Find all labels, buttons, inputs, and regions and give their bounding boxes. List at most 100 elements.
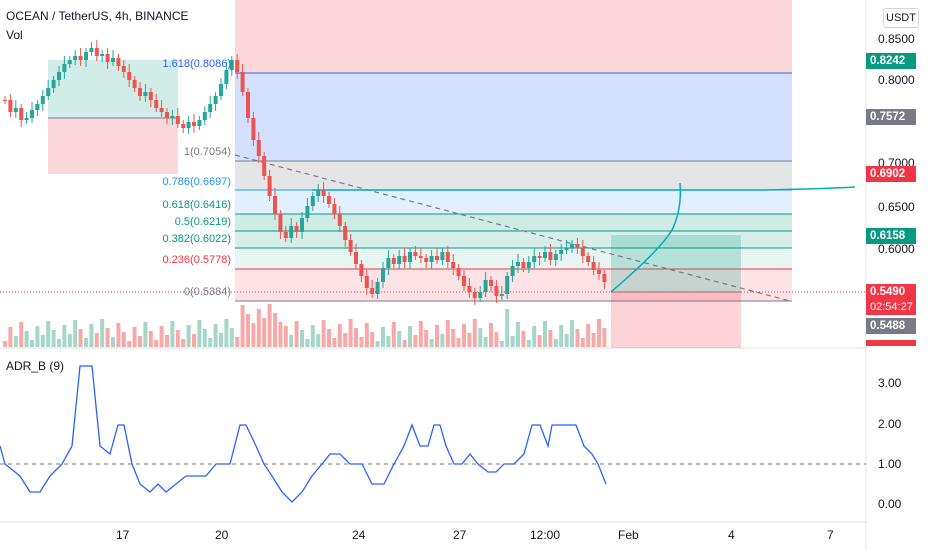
time-tick: 17: [116, 528, 130, 542]
candle-body: [229, 60, 234, 70]
time-tick: 7: [827, 528, 834, 542]
volume-bar: [359, 337, 364, 347]
volume-bar: [402, 340, 407, 347]
volume-bar: [575, 329, 580, 347]
volume-bar: [532, 326, 537, 347]
volume-bar: [494, 332, 499, 347]
volume-bar: [224, 319, 229, 347]
position-profit-zone-left[interactable]: [48, 60, 178, 118]
candle-body: [327, 196, 331, 204]
candle-body: [370, 288, 375, 294]
volume-bar: [381, 327, 385, 347]
volume-bar: [537, 335, 542, 347]
volume-bar: [472, 319, 477, 347]
indicator-tick: 3.00: [878, 376, 902, 390]
candle-body: [246, 92, 250, 118]
volume-bar: [294, 321, 299, 347]
candle-body: [208, 104, 213, 112]
candle-body: [219, 84, 223, 96]
candle-body: [310, 196, 315, 206]
candle-body: [138, 88, 142, 96]
volume-bar: [51, 330, 56, 347]
candle-body: [483, 280, 488, 292]
fib-zone-1618-1[interactable]: [235, 73, 792, 161]
candle-body: [305, 206, 310, 218]
price-badge-mid: 0.7572: [866, 109, 916, 125]
volume-bar: [240, 305, 245, 347]
position-loss-zone-right[interactable]: [611, 292, 741, 348]
symbol-title[interactable]: OCEAN / TetherUS, 4h, BINANCE: [6, 9, 189, 23]
candle-body: [375, 282, 380, 294]
candle-body: [267, 176, 272, 196]
volume-bar: [100, 319, 105, 347]
position-profit-zone-right[interactable]: [611, 235, 741, 292]
candle-body: [30, 110, 34, 118]
volume-bar: [424, 330, 429, 347]
volume-bar: [13, 336, 18, 347]
volume-bar: [148, 331, 153, 347]
fib-zone-1-0786[interactable]: [235, 161, 792, 190]
projection-curve[interactable]: [610, 182, 682, 293]
volume-bar: [570, 320, 574, 347]
volume-bar: [46, 321, 51, 347]
time-tick: Feb: [618, 528, 639, 542]
candle-body: [181, 124, 186, 128]
trend-line[interactable]: [234, 154, 791, 302]
volume-label[interactable]: Vol: [6, 28, 23, 42]
indicator-tick: 0.00: [878, 497, 902, 511]
fib-zone-05-0382[interactable]: [235, 231, 792, 248]
volume-bar: [121, 332, 126, 347]
volume-bar: [8, 327, 13, 347]
candle-body: [19, 108, 24, 120]
volume-bar: [143, 322, 148, 347]
candle-body: [532, 256, 537, 262]
indicator-tick: 1.00: [878, 457, 902, 471]
candle-body: [278, 214, 283, 232]
candle-body: [424, 258, 429, 262]
fib-zone-0618-05[interactable]: [235, 214, 792, 231]
volume-bar: [521, 331, 526, 347]
volume-bar: [165, 335, 169, 347]
candle-body: [213, 96, 218, 104]
volume-bar: [273, 313, 277, 347]
candle-body: [580, 248, 585, 256]
candle-body: [570, 244, 574, 248]
candle-body: [472, 292, 477, 298]
volume-bar: [278, 322, 283, 347]
candle-body: [186, 122, 191, 128]
volume-bar: [181, 339, 186, 347]
candle-body: [564, 248, 569, 250]
candle-body: [354, 252, 358, 264]
volume-bar: [548, 330, 553, 347]
candle-body: [132, 80, 137, 88]
adr-line[interactable]: [0, 365, 607, 503]
indicator-label[interactable]: ADR_B (9): [6, 359, 65, 373]
volume-bar: [445, 320, 450, 347]
candle-body: [489, 280, 493, 286]
fib-label-0236: 0.236(0.5778): [162, 254, 232, 266]
volume-bar: [483, 337, 488, 347]
horizontal-ray[interactable]: [312, 186, 856, 191]
volume-bar: [94, 333, 99, 347]
candle-body: [148, 92, 153, 100]
volume-bar: [267, 304, 272, 347]
currency-button[interactable]: USDT: [883, 8, 919, 28]
volume-bar: [456, 338, 461, 347]
volume-bar: [327, 329, 331, 347]
candle-body: [321, 190, 326, 196]
candle-body: [494, 286, 499, 296]
volume-bar: [305, 339, 310, 347]
volume-bar: [429, 339, 434, 347]
candle-body: [526, 262, 531, 268]
fib-zone-top-red[interactable]: [235, 0, 792, 73]
volume-bar: [543, 321, 547, 347]
volume-bar: [192, 334, 196, 347]
fib-label-0: 0(0.5384): [183, 286, 231, 298]
volume-bar: [586, 324, 591, 347]
volume-bars: [3, 304, 607, 347]
time-tick: 20: [215, 528, 229, 542]
volume-bar: [467, 333, 472, 347]
position-loss-zone-left[interactable]: [48, 118, 178, 174]
volume-bar: [489, 323, 493, 347]
